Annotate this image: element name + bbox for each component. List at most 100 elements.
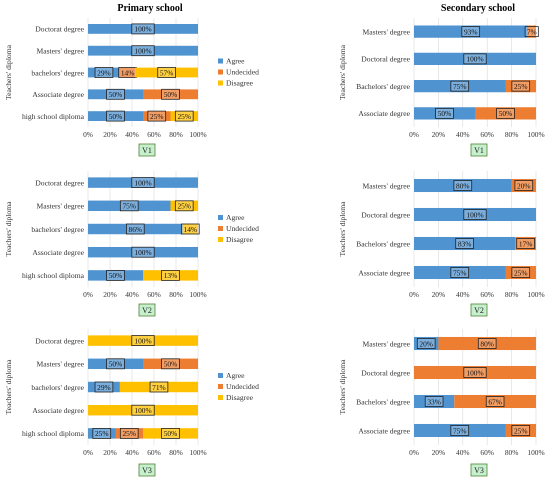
chart0-legend-swatch [218, 69, 223, 75]
chart1-data-label: 50% [499, 109, 513, 118]
chart1-x-tick-label: 0% [409, 130, 419, 139]
chart0-legend-label: Undecided [226, 68, 259, 77]
chart4-x-tick-label: 0% [83, 448, 93, 457]
chart0-category-label: Associate degree [32, 90, 84, 99]
primary-school-header: Primary school [117, 3, 183, 14]
chart2-data-label-box [131, 246, 155, 258]
chart5-x-tick-label: 100% [527, 448, 544, 457]
chart1-bar-segment [414, 25, 528, 38]
chart4-y-axis-label: Teachers' diploma [4, 359, 13, 415]
chart3-x-tick-label: 100% [527, 290, 544, 299]
chart2-bar-segment [88, 177, 198, 188]
chart5-data-label: 80% [480, 339, 494, 348]
chart5-data-label: 33% [427, 397, 441, 406]
chart3-bar-segment [414, 178, 512, 193]
chart1-badge: V1 [474, 146, 484, 155]
chart5-category-label: Bachelors' degree [356, 397, 410, 406]
chart2-data-label: 100% [134, 178, 151, 187]
chart4-badge-box [138, 463, 156, 477]
chart2-data-label: 75% [122, 202, 136, 211]
chart5-x-tick-label: 40% [456, 448, 470, 457]
chart5-category-label: Doctoral degree [361, 368, 410, 377]
chart4-x-tick-label: 40% [125, 448, 139, 457]
chart1-x-tick-label: 40% [456, 130, 470, 139]
chart3-category-label: Bachelors' degree [356, 239, 410, 248]
chart0-category-label: high school diploma [22, 112, 85, 121]
chart0-data-label: 50% [164, 90, 178, 99]
chart3-bar-segment [505, 265, 536, 280]
chart2-legend-swatch [218, 226, 223, 231]
chart1-category-label: Associate degree [358, 109, 410, 118]
chart3-bar-segment [511, 178, 536, 193]
chart0-bar-segment [143, 89, 198, 100]
chart1-data-label: 25% [514, 82, 528, 91]
chart4-category-label: bachelors' degree [31, 383, 84, 392]
chart4-legend-swatch [218, 373, 223, 378]
chart5-data-label-box [463, 367, 487, 378]
chart3-x-tick-label: 60% [480, 290, 494, 299]
chart4-data-label: 29% [97, 383, 111, 392]
chart4-bar-segment [88, 404, 198, 416]
chart0-bar-segment [88, 23, 198, 34]
chart4-x-tick-label: 80% [169, 448, 183, 457]
chart5-x-tick-label: 20% [432, 448, 446, 457]
chart1-data-label-box [511, 80, 531, 92]
chart1-data-label-box [463, 53, 487, 65]
chart0-x-tick-label: 100% [189, 130, 206, 139]
chart2-x-tick-label: 80% [169, 290, 183, 299]
chart1-data-label-box [496, 107, 515, 119]
chart0-legend-swatch [218, 58, 223, 64]
chart5-y-axis-label: Teachers' diploma [338, 359, 347, 415]
chart2-badge: V2 [142, 306, 152, 315]
chart3-bar-segment [414, 207, 536, 222]
chart4-bar-segment [119, 381, 198, 393]
chart5-bar-segment [438, 336, 536, 351]
chart5-bar-segment [414, 336, 439, 351]
chart0-data-label: 50% [109, 90, 123, 99]
chart2-x-tick-label: 100% [189, 290, 206, 299]
chart4-data-label: 50% [164, 429, 178, 438]
chart4-data-label-box [131, 404, 155, 416]
chart0-badge-box [138, 143, 156, 157]
chart0-data-label-box [106, 88, 125, 100]
chart2-data-label: 50% [109, 271, 123, 280]
chart5-bar-segment [414, 423, 506, 438]
chart1-data-label: 93% [464, 27, 478, 36]
chart2-data-label-box [174, 200, 194, 212]
chart0-category-label: Doctorat degree [35, 25, 84, 34]
chart1-x-tick-label: 80% [505, 130, 519, 139]
chart0-bar-segment [135, 67, 198, 78]
chart0-data-label: 25% [177, 112, 191, 121]
chart0-data-label: 100% [134, 25, 151, 34]
chart2-bar-segment [88, 223, 183, 235]
chart0-data-label: 25% [150, 112, 164, 121]
chart0-data-label-box [161, 88, 180, 100]
chart2-legend-label: Undecided [226, 224, 259, 233]
chart1-data-label-box [435, 107, 454, 119]
chart0-legend-label: Agree [226, 57, 245, 66]
chart5-data-label-box [424, 396, 444, 407]
chart1-x-tick-label: 60% [480, 130, 494, 139]
chart2-data-label-box [119, 200, 139, 212]
chart5-category-label: Masters' degree [362, 339, 410, 348]
chart4-data-label: 71% [152, 383, 166, 392]
chart1-category-label: Bachelors' degree [356, 82, 410, 91]
chart0-bar-segment [88, 111, 143, 122]
chart4-data-label: 25% [95, 429, 109, 438]
chart2-category-label: Masters' degree [36, 202, 84, 211]
chart2-bar-segment [88, 246, 198, 258]
chart0-x-tick-label: 40% [125, 130, 139, 139]
chart2-data-label: 86% [129, 225, 143, 234]
chart1-bar-segment [414, 79, 506, 93]
chart1-data-label: 50% [438, 109, 452, 118]
chart0-data-label: 57% [160, 68, 174, 77]
chart4-x-tick-label: 100% [189, 448, 206, 457]
chart5-bar-segment [414, 394, 455, 409]
chart2-x-tick-label: 20% [103, 290, 117, 299]
chart2-bar-segment [88, 200, 171, 212]
chart2-y-axis-label: Teachers' diploma [4, 201, 13, 257]
chart0-data-label-box [131, 23, 155, 35]
chart2-data-label-box [180, 223, 200, 235]
chart2-category-label: Associate degree [32, 248, 84, 257]
chart5-data-label-box [477, 338, 497, 349]
